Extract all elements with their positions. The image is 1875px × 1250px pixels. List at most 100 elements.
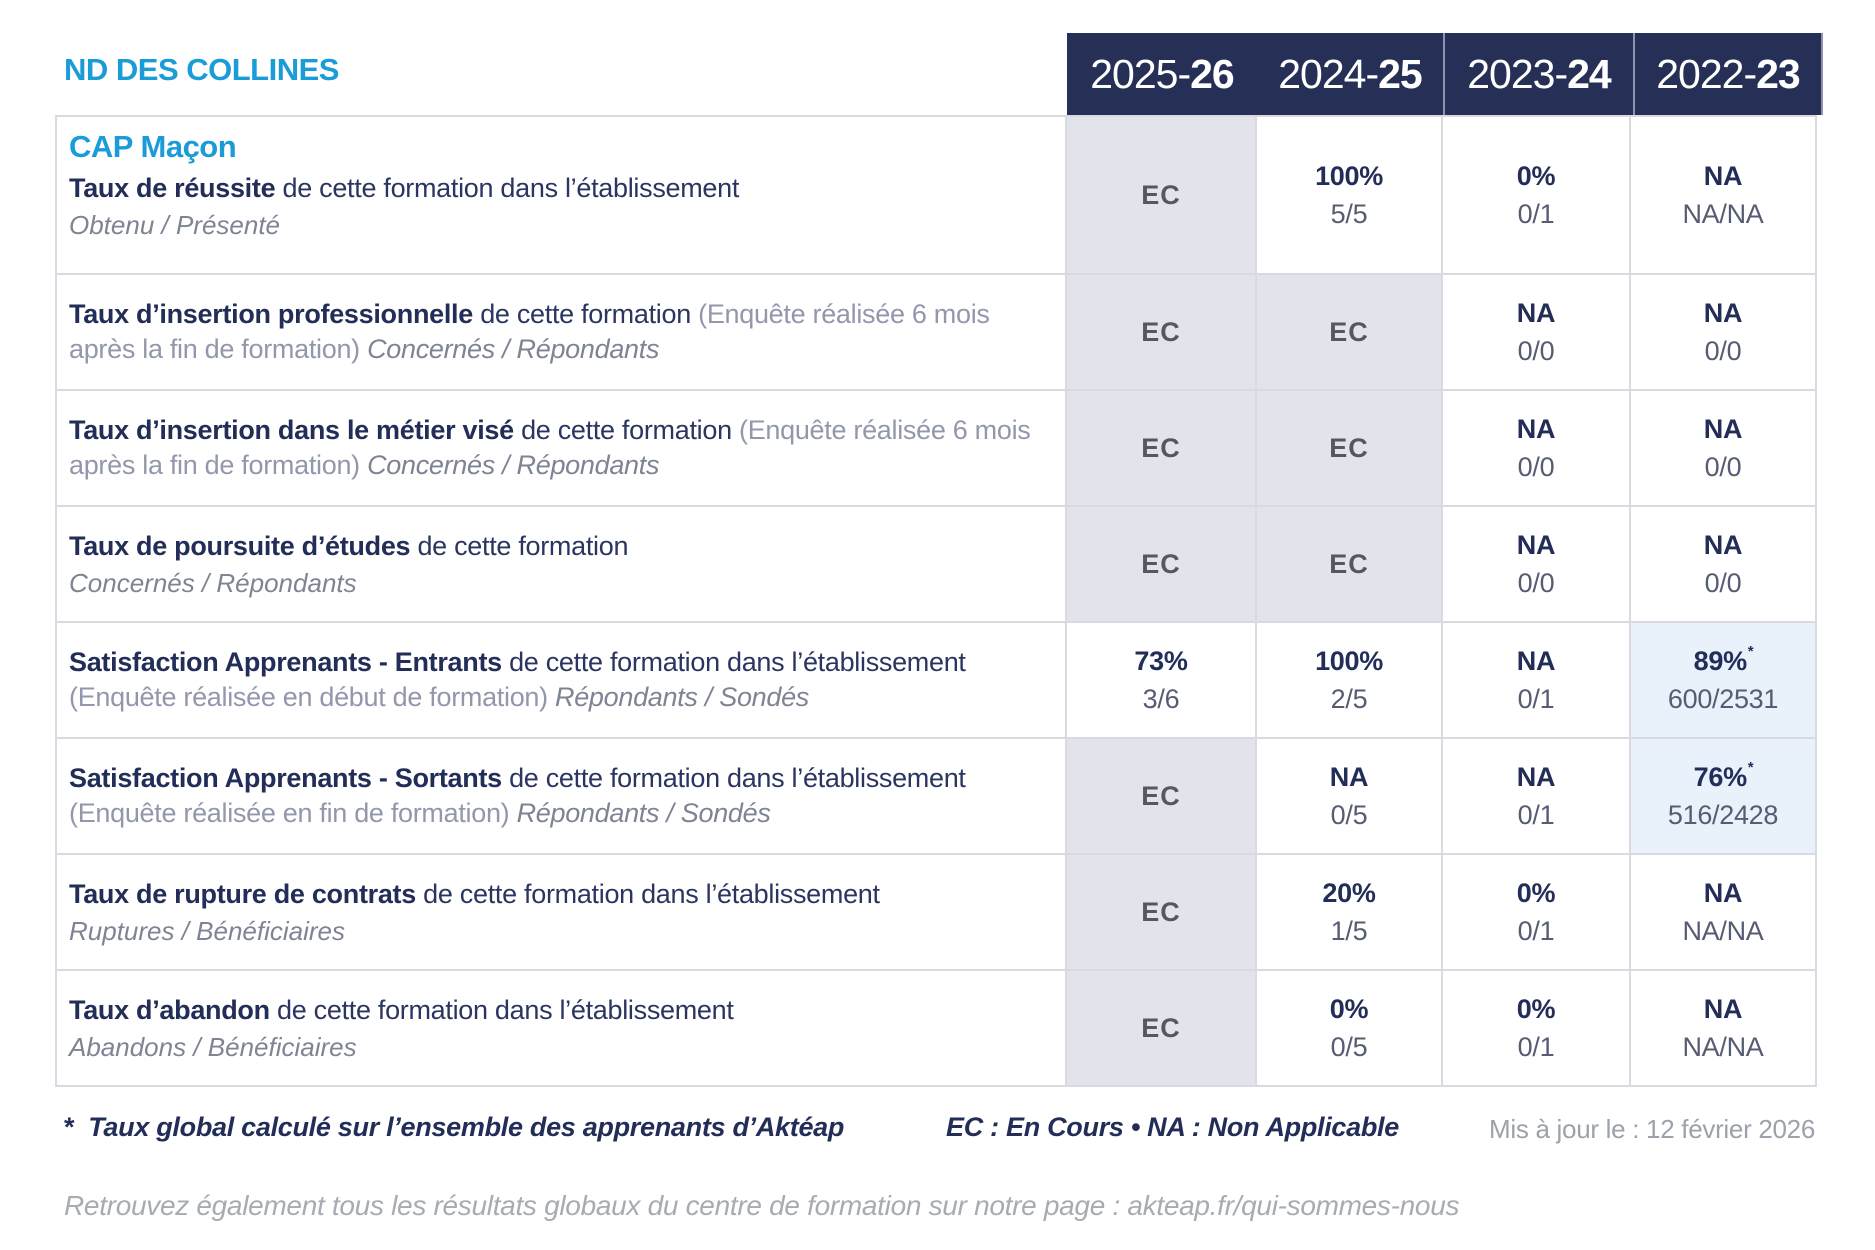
metric-label-cell: Taux d’insertion professionnelle de cett…	[57, 275, 1067, 391]
cell-sub-value: 0/0	[1704, 567, 1742, 598]
cell-main-value: EC	[1141, 432, 1181, 463]
metric-description: Taux d’insertion dans le métier visé de …	[69, 413, 1039, 483]
metric-desc-text: de cette formation	[521, 415, 732, 445]
cell-sub-value: 0/1	[1517, 1031, 1555, 1062]
cell-main-value: EC	[1141, 896, 1181, 927]
cell-main-value: EC	[1141, 316, 1181, 347]
cell-main-value: EC	[1141, 179, 1181, 210]
cell-sub-value: 516/2428	[1667, 799, 1779, 830]
metric-description: Taux de réussite de cette formation dans…	[69, 171, 1039, 206]
metric-ratio-label: Obtenu / Présenté	[69, 210, 281, 240]
metric-ratio-label: Concernés / Répondants	[367, 450, 660, 480]
metric-ratio-label: Concernés / Répondants	[69, 567, 357, 598]
metric-title: Taux de réussite	[69, 173, 276, 203]
value-cell: EC	[1067, 391, 1257, 507]
cell-main-value: NA	[1329, 761, 1369, 792]
metric-survey-note: (Enquête réalisée en fin de formation)	[69, 798, 510, 828]
metric-desc-text: de cette formation dans l’établissement	[509, 647, 966, 677]
asterisk-icon: *	[64, 1112, 75, 1142]
value-cell: EC	[1067, 117, 1257, 275]
metric-desc-text: de cette formation dans l’établissement	[282, 173, 740, 203]
cell-sub-value: 2/5	[1330, 683, 1368, 714]
cell-sub-value: 1/5	[1330, 915, 1368, 946]
year-header-2024-25: 2024- 25	[1257, 33, 1443, 115]
cell-sub-value: 0/5	[1330, 799, 1368, 830]
value-cell: NA 0/0	[1443, 275, 1631, 391]
cell-main-value: 0%	[1516, 993, 1556, 1024]
cell-main-value: 0%	[1516, 160, 1556, 191]
value-cell: EC	[1257, 507, 1443, 623]
metric-ratio-label: Répondants / Sondés	[516, 798, 771, 828]
year-header-2025-26: 2025- 26	[1067, 33, 1257, 115]
cell-main-value: EC	[1329, 432, 1369, 463]
metric-label-cell: Satisfaction Apprenants - Sortants de ce…	[57, 739, 1067, 855]
asterisk-icon: *	[1747, 642, 1754, 660]
metric-description: Satisfaction Apprenants - Sortants de ce…	[69, 761, 1039, 831]
value-cell: 0% 0/1	[1443, 855, 1631, 971]
cell-sub-value: 0/0	[1704, 335, 1742, 366]
formation-title: CAP Maçon	[69, 129, 237, 164]
results-table: CAP Maçon Taux de réussite de cette forma…	[55, 115, 1817, 1087]
metric-title: Taux d’insertion professionnelle	[69, 299, 473, 329]
value-cell: NA NA/NA	[1631, 971, 1817, 1087]
metric-survey-note: (Enquête réalisée en début de formation)	[69, 682, 548, 712]
metric-description: Taux de poursuite d’études de cette form…	[69, 529, 1039, 564]
cell-main-value: NA	[1703, 160, 1743, 191]
cell-sub-value: NA/NA	[1682, 1031, 1764, 1062]
metric-label-cell: Satisfaction Apprenants - Entrants de ce…	[57, 623, 1067, 739]
value-cell: 100% 2/5	[1257, 623, 1443, 739]
global-rate-footnote: * Taux global calculé sur l’ensemble des …	[64, 1112, 844, 1143]
cell-main-value: EC	[1141, 780, 1181, 811]
cell-sub-value: 0/0	[1517, 335, 1555, 366]
abbreviation-legend: EC : En Cours • NA : Non Applicable	[946, 1112, 1399, 1142]
year-header-2023-24: 2023- 24	[1443, 33, 1633, 115]
year-prefix: 2022-	[1656, 50, 1757, 97]
cell-sub-value: 0/1	[1517, 799, 1555, 830]
footer-row: * Taux global calculé sur l’ensemble des …	[64, 1112, 1817, 1154]
value-cell: 73% 3/6	[1067, 623, 1257, 739]
cell-main-value: NA	[1516, 413, 1556, 444]
metric-ratio-label: Répondants / Sondés	[555, 682, 810, 712]
value-cell: NA 0/0	[1631, 275, 1817, 391]
metric-title: Taux d’abandon	[69, 994, 270, 1025]
year-suffix: 26	[1190, 50, 1235, 97]
metric-title: Satisfaction Apprenants - Entrants	[69, 647, 502, 677]
metric-desc-text: de cette formation	[480, 299, 691, 329]
value-cell: NA NA/NA	[1631, 117, 1817, 275]
cell-sub-value: 3/6	[1142, 683, 1180, 714]
cell-sub-value: 0/0	[1517, 451, 1555, 482]
value-cell: 0% 0/1	[1443, 117, 1631, 275]
value-cell: NA NA/NA	[1631, 855, 1817, 971]
cell-main-value: 0%	[1329, 993, 1369, 1024]
metric-label-cell: CAP Maçon Taux de réussite de cette forma…	[57, 117, 1067, 275]
metric-survey-note: (Enquête réalisée 6 mois après la fin de…	[69, 299, 990, 364]
school-name: ND DES COLLINES	[64, 52, 339, 87]
cell-sub-value: 600/2531	[1667, 683, 1779, 714]
metric-ratio-label: Concernés / Répondants	[367, 334, 660, 364]
cell-main-value: EC	[1141, 1012, 1181, 1043]
year-prefix: 2023-	[1467, 50, 1568, 97]
metric-label-cell: Taux d’abandon de cette formation dans l…	[57, 971, 1067, 1087]
cell-main-value: 100%	[1315, 160, 1383, 191]
metric-title: Taux de poursuite d’études	[69, 530, 411, 561]
metric-label-cell: Taux d’insertion dans le métier visé de …	[57, 391, 1067, 507]
cell-main-value: 76%*	[1693, 758, 1754, 792]
value-cell: NA 0/0	[1631, 391, 1817, 507]
metric-desc-text: de cette formation dans l’établissement	[509, 763, 966, 793]
cell-main-value: EC	[1329, 548, 1369, 579]
value-cell: EC	[1257, 275, 1443, 391]
value-cell: 20% 1/5	[1257, 855, 1443, 971]
metric-label-cell: Taux de poursuite d’études de cette form…	[57, 507, 1067, 623]
cell-main-value: NA	[1703, 993, 1743, 1024]
asterisk-icon: *	[1747, 758, 1754, 776]
cell-main-value: NA	[1703, 877, 1743, 908]
cell-main-value: NA	[1516, 297, 1556, 328]
metric-title: Satisfaction Apprenants - Sortants	[69, 763, 502, 793]
global-results-link-line: Retrouvez également tous les résultats g…	[64, 1190, 1460, 1221]
cell-sub-value: NA/NA	[1682, 915, 1764, 946]
value-cell: NA 0/0	[1443, 507, 1631, 623]
cell-main-value: NA	[1703, 297, 1743, 328]
metric-ratio-label: Ruptures / Bénéficiaires	[69, 915, 346, 946]
metric-description: Taux de rupture de contrats de cette for…	[69, 877, 1039, 912]
value-cell: EC	[1067, 971, 1257, 1087]
